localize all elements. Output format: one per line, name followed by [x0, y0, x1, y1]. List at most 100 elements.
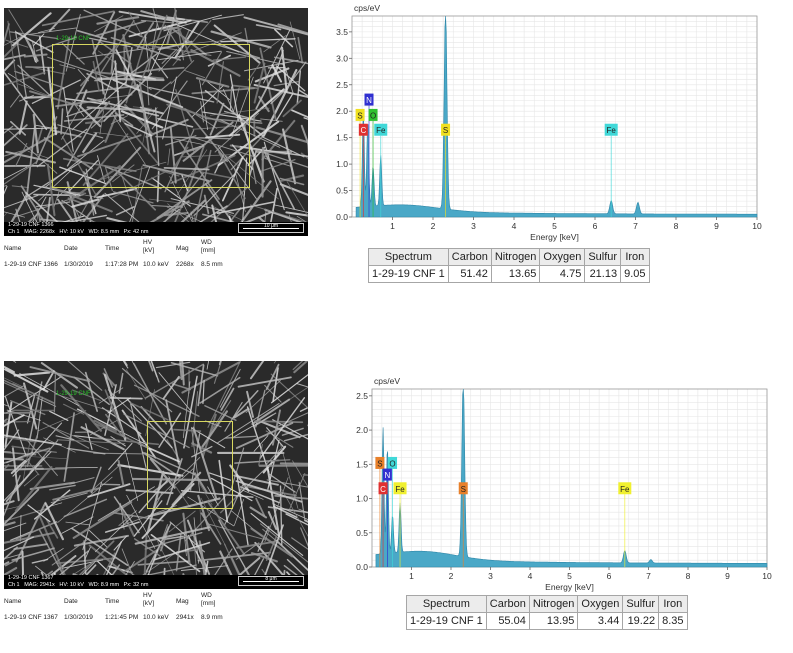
meta-mag-header: Mag [176, 245, 189, 252]
y-tick-label: 2.5 [336, 80, 348, 90]
y-tick-label: 0.5 [356, 528, 368, 538]
x-tick-label: 10 [762, 571, 772, 581]
table-header-oxygen: Oxygen [578, 596, 623, 613]
element-label-o: O [369, 109, 378, 121]
y-axis-label: cps/eV [354, 3, 380, 13]
x-tick-label: 4 [512, 221, 517, 231]
element-label-fe: Fe [605, 124, 618, 136]
element-label-o: O [388, 457, 397, 469]
svg-text:S: S [377, 459, 382, 468]
x-tick-label: 3 [488, 571, 493, 581]
cell-carbon: 51.42 [448, 266, 491, 283]
svg-text:N: N [385, 471, 391, 480]
sem-scale-label: 8 μm [239, 576, 303, 583]
meta-wd-value: 8.9 mm [201, 614, 223, 621]
meta-mag-value: 2268x [176, 261, 194, 268]
element-label-s: S [356, 109, 365, 121]
svg-text:O: O [389, 459, 395, 468]
meta-date-value: 1/30/2019 [64, 261, 93, 268]
svg-text:O: O [370, 111, 376, 120]
element-label-fe: Fe [394, 482, 407, 494]
element-label-s: S [459, 482, 468, 494]
x-axis-label: Energy [keV] [530, 232, 579, 242]
table-header-sulfur: Sulfur [585, 249, 621, 266]
element-label-n: N [365, 94, 374, 106]
sem-info-bar: 1-29-19 CNF 1367 Ch 1 MAG: 2941x HV: 10 … [4, 575, 308, 589]
y-tick-label: 1.5 [356, 459, 368, 469]
analysis-panel-1366: 1-29-19 CNF 1-29-19 CNF 1366 Ch 1 MAG: 2… [0, 0, 793, 300]
cell-iron: 8.35 [659, 613, 687, 630]
sem-image: 1-29-19 CNF 1-29-19 CNF 1366 Ch 1 MAG: 2… [4, 8, 308, 236]
x-tick-label: 8 [674, 221, 679, 231]
x-tick-label: 9 [714, 221, 719, 231]
y-tick-label: 2.0 [336, 106, 348, 116]
meta-hv-header: HV [143, 592, 152, 599]
sem-image: 1-29-19 CNF 1-29-19 CNF 1367 Ch 1 MAG: 2… [4, 361, 308, 589]
sem-overlay-label: 1-29-19 CNF [56, 391, 91, 397]
table-header-nitrogen: Nitrogen [529, 596, 578, 613]
x-tick-label: 6 [607, 571, 612, 581]
svg-text:S: S [461, 485, 466, 494]
sem-scale-bar: 8 μm [238, 576, 304, 586]
sem-scale-label: 10 μm [239, 223, 303, 230]
meta-hv-unit: [kV] [143, 247, 154, 254]
meta-wd-header: WD [201, 592, 212, 599]
y-tick-label: 3.0 [336, 53, 348, 63]
meta-hv-header: HV [143, 239, 152, 246]
x-tick-label: 5 [567, 571, 572, 581]
cell-oxygen: 4.75 [540, 266, 585, 283]
meta-time-header: Time [105, 245, 119, 252]
sem-info-line: Ch 1 MAG: 2941x HV: 10 kV WD: 8.9 mm Px:… [8, 582, 148, 589]
element-label-n: N [383, 469, 392, 481]
svg-text:S: S [443, 126, 448, 135]
meta-hv-unit: [kV] [143, 600, 154, 607]
meta-wd-unit: [mm] [201, 600, 215, 607]
x-tick-label: 1 [409, 571, 414, 581]
table-row: 1-29-19 CNF 1 51.42 13.65 4.75 21.13 9.0… [369, 266, 650, 283]
meta-date-header: Date [64, 598, 78, 605]
meta-wd-unit: [mm] [201, 247, 215, 254]
y-axis-label: cps/eV [374, 376, 400, 386]
table-header-carbon: Carbon [486, 596, 529, 613]
svg-text:N: N [366, 96, 372, 105]
meta-time-value: 1:17:28 PM [105, 261, 138, 268]
element-label-s: S [441, 124, 450, 136]
y-tick-label: 0.5 [336, 186, 348, 196]
meta-wd-header: WD [201, 239, 212, 246]
meta-time-header: Time [105, 598, 119, 605]
element-label-s: S [375, 457, 384, 469]
svg-text:C: C [380, 485, 386, 494]
table-header-nitrogen: Nitrogen [491, 249, 540, 266]
meta-hv-value: 10.0 keV [143, 261, 169, 268]
table-header-spectrum: Spectrum [369, 249, 449, 266]
table-row: 1-29-19 CNF 1 55.04 13.95 3.44 19.22 8.3… [407, 613, 688, 630]
element-label-fe: Fe [618, 482, 631, 494]
cell-carbon: 55.04 [486, 613, 529, 630]
meta-date-header: Date [64, 245, 78, 252]
meta-name-value: 1-29-19 CNF 1366 [4, 261, 58, 268]
element-label-c: C [359, 124, 368, 136]
svg-text:Fe: Fe [620, 485, 630, 494]
sem-metadata: Name Date Time HV [kV] Mag WD [mm] 1-29-… [4, 593, 304, 623]
svg-text:S: S [357, 111, 362, 120]
meta-time-value: 1:21:45 PM [105, 614, 138, 621]
x-tick-label: 8 [686, 571, 691, 581]
cell-nitrogen: 13.65 [491, 266, 540, 283]
meta-hv-value: 10.0 keV [143, 614, 169, 621]
meta-name-header: Name [4, 245, 21, 252]
analysis-panel-1367: 1-29-19 CNF 1-29-19 CNF 1367 Ch 1 MAG: 2… [0, 353, 793, 653]
svg-text:Fe: Fe [607, 126, 617, 135]
x-tick-label: 6 [593, 221, 598, 231]
sem-metadata: Name Date Time HV [kV] Mag WD [mm] 1-29-… [4, 240, 304, 270]
y-tick-label: 2.0 [356, 425, 368, 435]
sem-selection-box [52, 44, 250, 188]
table-header-sulfur: Sulfur [623, 596, 659, 613]
x-tick-label: 1 [390, 221, 395, 231]
y-tick-label: 1.0 [336, 159, 348, 169]
x-tick-label: 7 [633, 221, 638, 231]
cell-oxygen: 3.44 [578, 613, 623, 630]
svg-text:C: C [360, 126, 366, 135]
table-header-iron: Iron [659, 596, 687, 613]
y-tick-label: 0.0 [336, 212, 348, 222]
